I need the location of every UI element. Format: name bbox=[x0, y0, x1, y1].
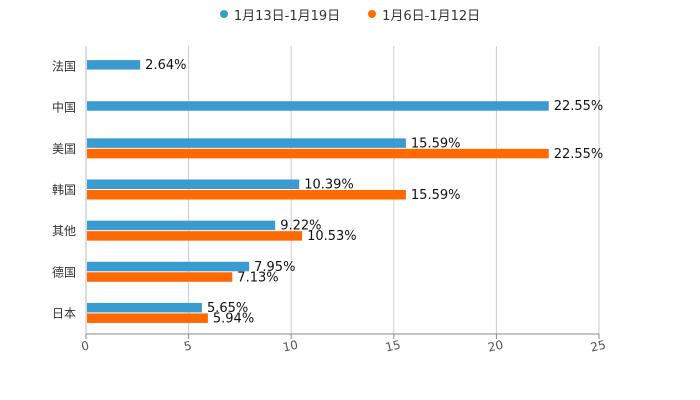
x-tick-label: 25 bbox=[589, 338, 607, 355]
x-tick-label: 10 bbox=[281, 338, 299, 355]
legend-item-series-2[interactable]: 1月6日-1月12日 bbox=[368, 5, 480, 24]
bar-series-2 bbox=[87, 272, 233, 282]
category-label: 日本 bbox=[52, 306, 76, 320]
legend-item-series-1[interactable]: 1月13日-1月19日 bbox=[219, 5, 341, 24]
legend-label-series-2: 1月6日-1月12日 bbox=[382, 8, 481, 24]
data-label-series-1: 10.39% bbox=[304, 178, 354, 193]
category-label: 韩国 bbox=[52, 182, 76, 197]
category-label: 其他 bbox=[52, 224, 76, 238]
legend-marker-series-2 bbox=[368, 10, 377, 18]
category-label: 中国 bbox=[52, 100, 76, 115]
data-label-series-1: 7.95% bbox=[254, 260, 295, 275]
legend-label-series-1: 1月13日-1月19日 bbox=[233, 8, 341, 24]
data-label-series-1: 22.55% bbox=[554, 99, 604, 114]
x-tick-label: 15 bbox=[384, 338, 402, 355]
bar-series-1 bbox=[87, 261, 250, 272]
data-label-series-2: 10.53% bbox=[307, 229, 357, 244]
data-label-series-1: 2.64% bbox=[145, 58, 186, 73]
bar-series-1 bbox=[87, 60, 141, 70]
bar-series-2 bbox=[87, 313, 208, 323]
category-label: 德国 bbox=[52, 264, 76, 279]
data-label-series-2: 15.59% bbox=[411, 188, 461, 203]
x-tick-label: 5 bbox=[183, 338, 193, 353]
bar-series-1 bbox=[87, 101, 549, 111]
bar-series-1 bbox=[87, 220, 276, 231]
bar-series-2 bbox=[87, 190, 406, 200]
category-label: 美国 bbox=[52, 142, 76, 156]
bar-series-1 bbox=[87, 302, 202, 313]
bar-series-1 bbox=[87, 138, 406, 148]
x-tick-label: 20 bbox=[487, 338, 505, 355]
category-label: 法国 bbox=[52, 60, 76, 74]
data-label-series-1: 5.65% bbox=[207, 301, 248, 316]
bar-series-2 bbox=[87, 148, 549, 159]
data-label-series-2: 22.55% bbox=[554, 147, 604, 162]
data-label-series-1: 15.59% bbox=[411, 136, 461, 151]
x-tick-label: 0 bbox=[80, 338, 90, 353]
bar-series-1 bbox=[87, 179, 300, 189]
data-label-series-2: 5.94% bbox=[213, 311, 254, 326]
bar-series-2 bbox=[87, 231, 303, 241]
legend-marker-series-1 bbox=[219, 10, 228, 18]
data-label-series-2: 7.13% bbox=[237, 270, 278, 285]
data-label-series-1: 9.22% bbox=[280, 219, 321, 234]
legend: 1月13日-1月19日 1月6日-1月12日 bbox=[0, 4, 700, 24]
